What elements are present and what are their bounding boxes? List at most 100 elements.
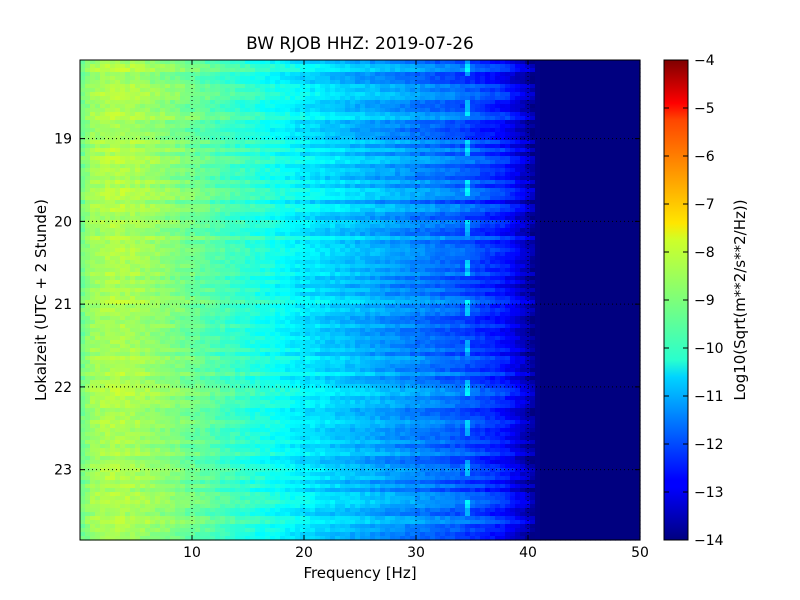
heatmap-cell [425, 72, 431, 77]
heatmap-cell [480, 108, 486, 113]
heatmap-cell [300, 152, 306, 157]
heatmap-cell [625, 88, 631, 93]
heatmap-cell [140, 96, 146, 101]
heatmap-cell [375, 156, 381, 161]
heatmap-cell [545, 88, 551, 93]
heatmap-cell [280, 232, 286, 237]
heatmap-cell [210, 160, 216, 165]
heatmap-cell [110, 84, 116, 89]
heatmap-cell [560, 188, 566, 193]
heatmap-cell [285, 224, 291, 229]
heatmap-cell [180, 76, 186, 81]
heatmap-cell [565, 60, 571, 65]
heatmap-cell [535, 132, 541, 137]
heatmap-cell [400, 196, 406, 201]
heatmap-cell [215, 136, 221, 141]
heatmap-cell [485, 136, 491, 141]
heatmap-cell [215, 196, 221, 201]
heatmap-cell [335, 172, 341, 177]
heatmap-cell [310, 124, 316, 129]
heatmap-cell [390, 200, 396, 205]
heatmap-cell [430, 108, 436, 113]
heatmap-cell [545, 64, 551, 69]
heatmap-cell [305, 100, 311, 105]
heatmap-cell [445, 156, 451, 161]
heatmap-cell [115, 64, 121, 69]
heatmap-cell [245, 88, 251, 93]
heatmap-cell [320, 88, 326, 93]
heatmap-cell [275, 232, 281, 237]
heatmap-cell [580, 164, 586, 169]
heatmap-cell [615, 116, 621, 121]
heatmap-cell [170, 232, 176, 237]
heatmap-cell [630, 168, 636, 173]
heatmap-cell [90, 64, 96, 69]
heatmap-cell [310, 156, 316, 161]
heatmap-cell [280, 180, 286, 185]
heatmap-cell [210, 84, 216, 89]
heatmap-cell [490, 200, 496, 205]
heatmap-cell [460, 100, 466, 105]
heatmap-cell [220, 200, 226, 205]
heatmap-cell [445, 188, 451, 193]
heatmap-cell [515, 192, 521, 197]
heatmap-cell [335, 216, 341, 221]
heatmap-cell [340, 208, 346, 213]
heatmap-cell [205, 124, 211, 129]
heatmap-cell [630, 124, 636, 129]
heatmap-cell [140, 176, 146, 181]
heatmap-cell [400, 108, 406, 113]
heatmap-cell [175, 188, 181, 193]
heatmap-cell [605, 168, 611, 173]
heatmap-cell [85, 68, 91, 73]
heatmap-cell [390, 140, 396, 145]
heatmap-cell [425, 132, 431, 137]
heatmap-cell [165, 136, 171, 141]
heatmap-cell [270, 232, 276, 237]
heatmap-cell [355, 160, 361, 165]
heatmap-cell [475, 68, 481, 73]
heatmap-cell [600, 224, 606, 229]
heatmap-cell [380, 172, 386, 177]
heatmap-cell [625, 180, 631, 185]
heatmap-cell [135, 168, 141, 173]
heatmap-cell [370, 188, 376, 193]
heatmap-cell [150, 124, 156, 129]
heatmap-cell [170, 84, 176, 89]
heatmap-cell [595, 180, 601, 185]
heatmap-cell [605, 88, 611, 93]
heatmap-cell [420, 168, 426, 173]
heatmap-cell [430, 76, 436, 81]
heatmap-cell [80, 108, 86, 113]
heatmap-cell [135, 116, 141, 121]
heatmap-cell [310, 176, 316, 181]
heatmap-cell [330, 168, 336, 173]
heatmap-cell [160, 220, 166, 225]
heatmap-cell [620, 180, 626, 185]
heatmap-cell [510, 72, 516, 77]
heatmap-cell [305, 140, 311, 145]
heatmap-cell [220, 140, 226, 145]
heatmap-cell [195, 84, 201, 89]
heatmap-cell [145, 228, 151, 233]
heatmap-cell [310, 140, 316, 145]
heatmap-cell [265, 108, 271, 113]
heatmap-cell [120, 204, 126, 209]
heatmap-cell [245, 228, 251, 233]
heatmap-cell [245, 136, 251, 141]
heatmap-cell [480, 100, 486, 105]
heatmap-cell [335, 116, 341, 121]
heatmap-cell [530, 64, 536, 69]
heatmap-cell [620, 184, 626, 189]
heatmap-cell [240, 192, 246, 197]
heatmap-cell [235, 232, 241, 237]
heatmap-cell [445, 204, 451, 209]
heatmap-cell [385, 192, 391, 197]
heatmap-cell [370, 160, 376, 165]
heatmap-cell [295, 96, 301, 101]
heatmap-cell [500, 212, 506, 217]
heatmap-cell [515, 168, 521, 173]
heatmap-cell [375, 160, 381, 165]
heatmap-cell [495, 68, 501, 73]
heatmap-cell [570, 76, 576, 81]
